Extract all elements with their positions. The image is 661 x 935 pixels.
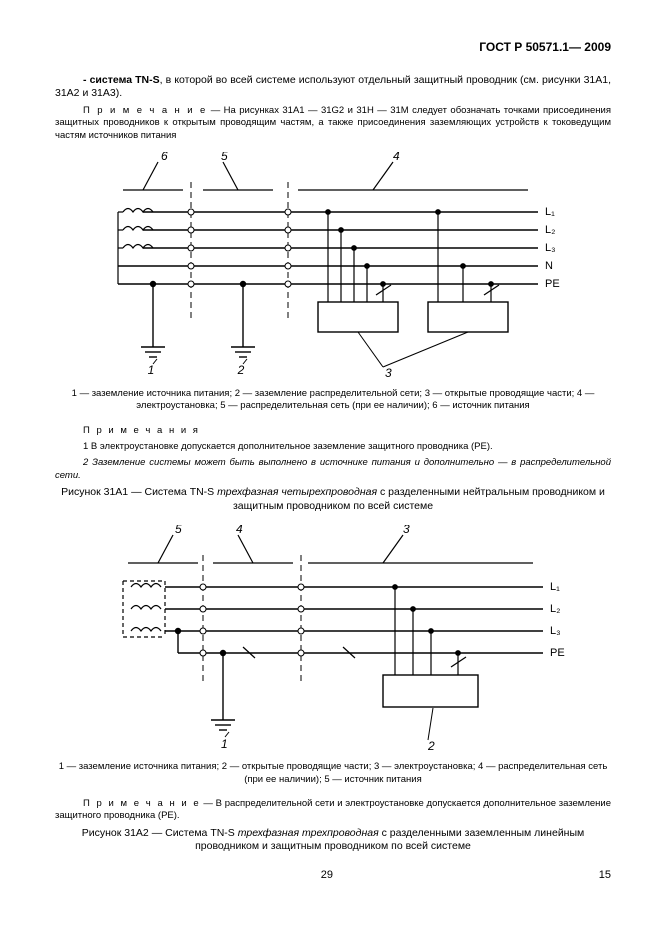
page-right: 15 <box>599 868 611 882</box>
fig2-ref4: 4 <box>236 525 243 536</box>
fig1-cap-i: трехфазная четырехпроводная <box>217 486 377 498</box>
page-footer: 29 15 <box>55 868 611 882</box>
fig2-caption: Рисунок 31А2 — Система TN-S трехфазная т… <box>55 827 611 854</box>
fig1-legend: 1 — заземление источника питания; 2 — за… <box>55 388 611 413</box>
fig1-ref5: 5 <box>221 152 228 163</box>
fig2-ref1: 1 <box>221 737 228 751</box>
intro-bold: - система TN-S <box>83 74 160 86</box>
fig1-ref6: 6 <box>161 152 168 163</box>
figure-31a2: 5 4 3 <box>83 525 583 755</box>
fig1-ref4: 4 <box>393 152 400 163</box>
fig2-l2: L₂ <box>550 603 560 615</box>
fig2-l1: L₁ <box>550 581 560 593</box>
fig2-cap-i: трехфазная трехпроводная <box>238 827 379 839</box>
figure-31a1: 6 5 4 <box>83 152 583 382</box>
fig1-ref2: 2 <box>237 363 245 377</box>
fig1-n: N <box>545 260 553 272</box>
fig1-l1: L₁ <box>545 206 555 218</box>
fig1-note2: 2 Заземление системы может быть выполнен… <box>55 457 611 482</box>
intro-paragraph: - система TN-S, в которой во всей систем… <box>55 74 611 101</box>
doc-header: ГОСТ Р 50571.1— 2009 <box>55 40 611 56</box>
note-1: П р и м е ч а н и е — На рисунках 31А1 —… <box>55 105 611 142</box>
fig2-pe: PE <box>550 647 565 659</box>
fig2-ref2: 2 <box>427 739 435 753</box>
fig1-pe: PE <box>545 278 560 290</box>
fig1-cap-a: Рисунок 31А1 — Система TN-S <box>61 486 217 498</box>
fig1-notes-label: П р и м е ч а н и я <box>55 425 611 437</box>
fig2-l3: L₃ <box>550 625 561 637</box>
fig2-ref3: 3 <box>403 525 410 536</box>
note1-label: П р и м е ч а н и е <box>83 105 207 116</box>
page-center: 29 <box>321 868 333 882</box>
fig1-l3: L₃ <box>545 242 556 254</box>
fig1-note1: 1 В электроустановке допускается дополни… <box>55 441 611 453</box>
fig1-l2: L₂ <box>545 224 555 236</box>
fig2-note-label: П р и м е ч а н и е <box>83 798 201 809</box>
fig2-legend: 1 — заземление источника питания; 2 — от… <box>55 761 611 786</box>
fig2-cap-a: Рисунок 31А2 — Система TN-S <box>82 827 238 839</box>
fig2-ref5: 5 <box>175 525 182 536</box>
fig2-note: П р и м е ч а н и е — В распределительно… <box>55 798 611 823</box>
fig1-ref3: 3 <box>385 366 392 380</box>
fig1-ref1: 1 <box>148 363 155 377</box>
fig1-caption: Рисунок 31А1 — Система TN-S трехфазная ч… <box>55 486 611 513</box>
